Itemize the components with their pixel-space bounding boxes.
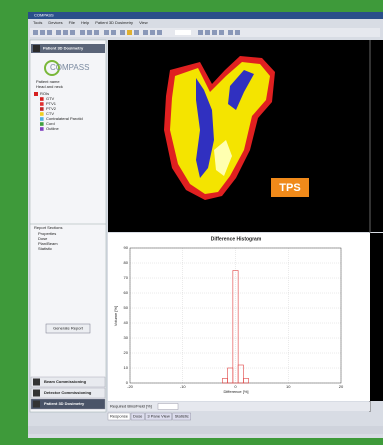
x-tick-label: 10 [286, 384, 291, 389]
tps-label: TPS [279, 182, 300, 194]
menu-item[interactable]: View [139, 20, 148, 25]
roi-name[interactable]: GTV [46, 96, 55, 101]
roi-name[interactable]: PTV2 [46, 106, 57, 111]
chart-pane [108, 233, 370, 401]
report-header: Report Sections [34, 225, 62, 230]
panel-icon [33, 45, 40, 52]
roi-root: ROIs [40, 91, 49, 96]
tab-label[interactable]: Statistic [175, 414, 189, 419]
nav-buttons: Beam Commissioning Detector Commissioning… [30, 376, 106, 410]
title-bar [28, 12, 383, 19]
tabs: Response Dose 3 Pane View Statistic [107, 412, 191, 421]
tab[interactable] [145, 412, 172, 421]
roi-color [40, 97, 44, 101]
y-tick-label: 90 [124, 245, 129, 250]
nav-button[interactable] [30, 387, 106, 399]
y-tick-label: 40 [124, 320, 129, 325]
nav-label[interactable]: Patient 3D Dosimetry [44, 401, 85, 406]
menu-item[interactable]: Help [81, 20, 90, 25]
y-tick-label: 20 [124, 350, 129, 355]
y-tick-label: 30 [124, 335, 129, 340]
x-tick-label: 0 [234, 384, 237, 389]
roi-color [40, 107, 44, 111]
patient-label: Patient name [36, 79, 60, 84]
nav-icon [33, 389, 40, 397]
logo: COMPASS [50, 63, 89, 72]
roi-name[interactable]: CTV [46, 111, 54, 116]
report-item[interactable]: Plan/Beam [38, 241, 58, 246]
y-axis-label: Volume [%] [113, 306, 118, 326]
histogram-bar [243, 378, 249, 384]
x-tick-label: 20 [339, 384, 344, 389]
y-tick-label: 10 [124, 365, 129, 370]
roi-color [40, 117, 44, 121]
roi-name[interactable]: Outline [46, 126, 59, 131]
patient-name: Head and neck [36, 84, 63, 89]
report-item[interactable]: Dose [38, 236, 48, 241]
chart-title: Difference Histogram [211, 236, 262, 242]
tps-badge [271, 178, 309, 197]
left-panel [29, 39, 107, 413]
nav-icon [33, 400, 40, 408]
histogram: 0 10 20 30 40 50 60 70 80 90 -20 -10 0 10 20 [124, 245, 344, 389]
y-tick-label: 0 [126, 380, 129, 385]
generate-label[interactable]: Generate Report [53, 326, 84, 331]
report-item[interactable]: Properties [38, 231, 56, 236]
tab[interactable] [107, 412, 131, 421]
histogram-bar [237, 364, 244, 384]
x-tick-label: -20 [127, 384, 134, 389]
generate-button[interactable] [45, 323, 91, 334]
menu-item[interactable]: File [69, 20, 76, 25]
nav-label[interactable]: Beam Commissioning [44, 379, 87, 384]
nav-button[interactable] [30, 398, 106, 410]
menu-bar: Tools Devices File Help Patient 3D Dosimetry… [33, 20, 148, 25]
menu-item[interactable]: Tools [33, 20, 42, 25]
roi-color [40, 112, 44, 116]
tab-label[interactable]: Dose [133, 414, 143, 419]
nav-label[interactable]: Detector Commissioning [44, 390, 92, 395]
panel-header [31, 44, 105, 53]
y-tick-label: 70 [124, 275, 129, 280]
roi-name[interactable]: PTV1 [46, 101, 57, 106]
tab[interactable] [130, 412, 145, 421]
tab[interactable] [172, 412, 191, 421]
roi-color [40, 102, 44, 106]
roi-root-icon [34, 92, 38, 96]
histogram-bar [232, 270, 239, 384]
menu-item[interactable]: Devices [48, 20, 62, 25]
tab-label[interactable]: 3 Pane View [147, 414, 169, 419]
x-tick-label: -10 [180, 384, 187, 389]
nav-icon [33, 378, 40, 386]
y-tick-label: 60 [124, 290, 129, 295]
tab-label[interactable]: Response [110, 414, 129, 419]
toolbar-icons [33, 30, 240, 35]
dose-map [164, 56, 275, 200]
report-item[interactable]: Statistic [38, 246, 52, 251]
selector-bar [108, 402, 370, 411]
y-tick-label: 50 [124, 305, 129, 310]
menu-item[interactable]: Patient 3D Dosimetry [95, 20, 133, 25]
x-axis-label: Difference [%] [223, 389, 248, 394]
selector-input[interactable] [157, 403, 179, 410]
window-title: COMPASS [34, 13, 54, 18]
roi-color [40, 127, 44, 131]
roi-color [40, 122, 44, 126]
panel-title: Patient 3D Dosimetry [43, 46, 84, 51]
logo-ring [44, 60, 60, 76]
y-tick-label: 80 [124, 260, 129, 265]
nav-button[interactable] [30, 376, 106, 388]
status-bar [28, 426, 383, 434]
side-pane [370, 233, 383, 401]
roi-name[interactable]: Contralateral Parotid [46, 116, 83, 121]
selector-label: Required Bins/Field [%] [110, 404, 152, 409]
roi-name[interactable]: Cord [46, 121, 55, 126]
